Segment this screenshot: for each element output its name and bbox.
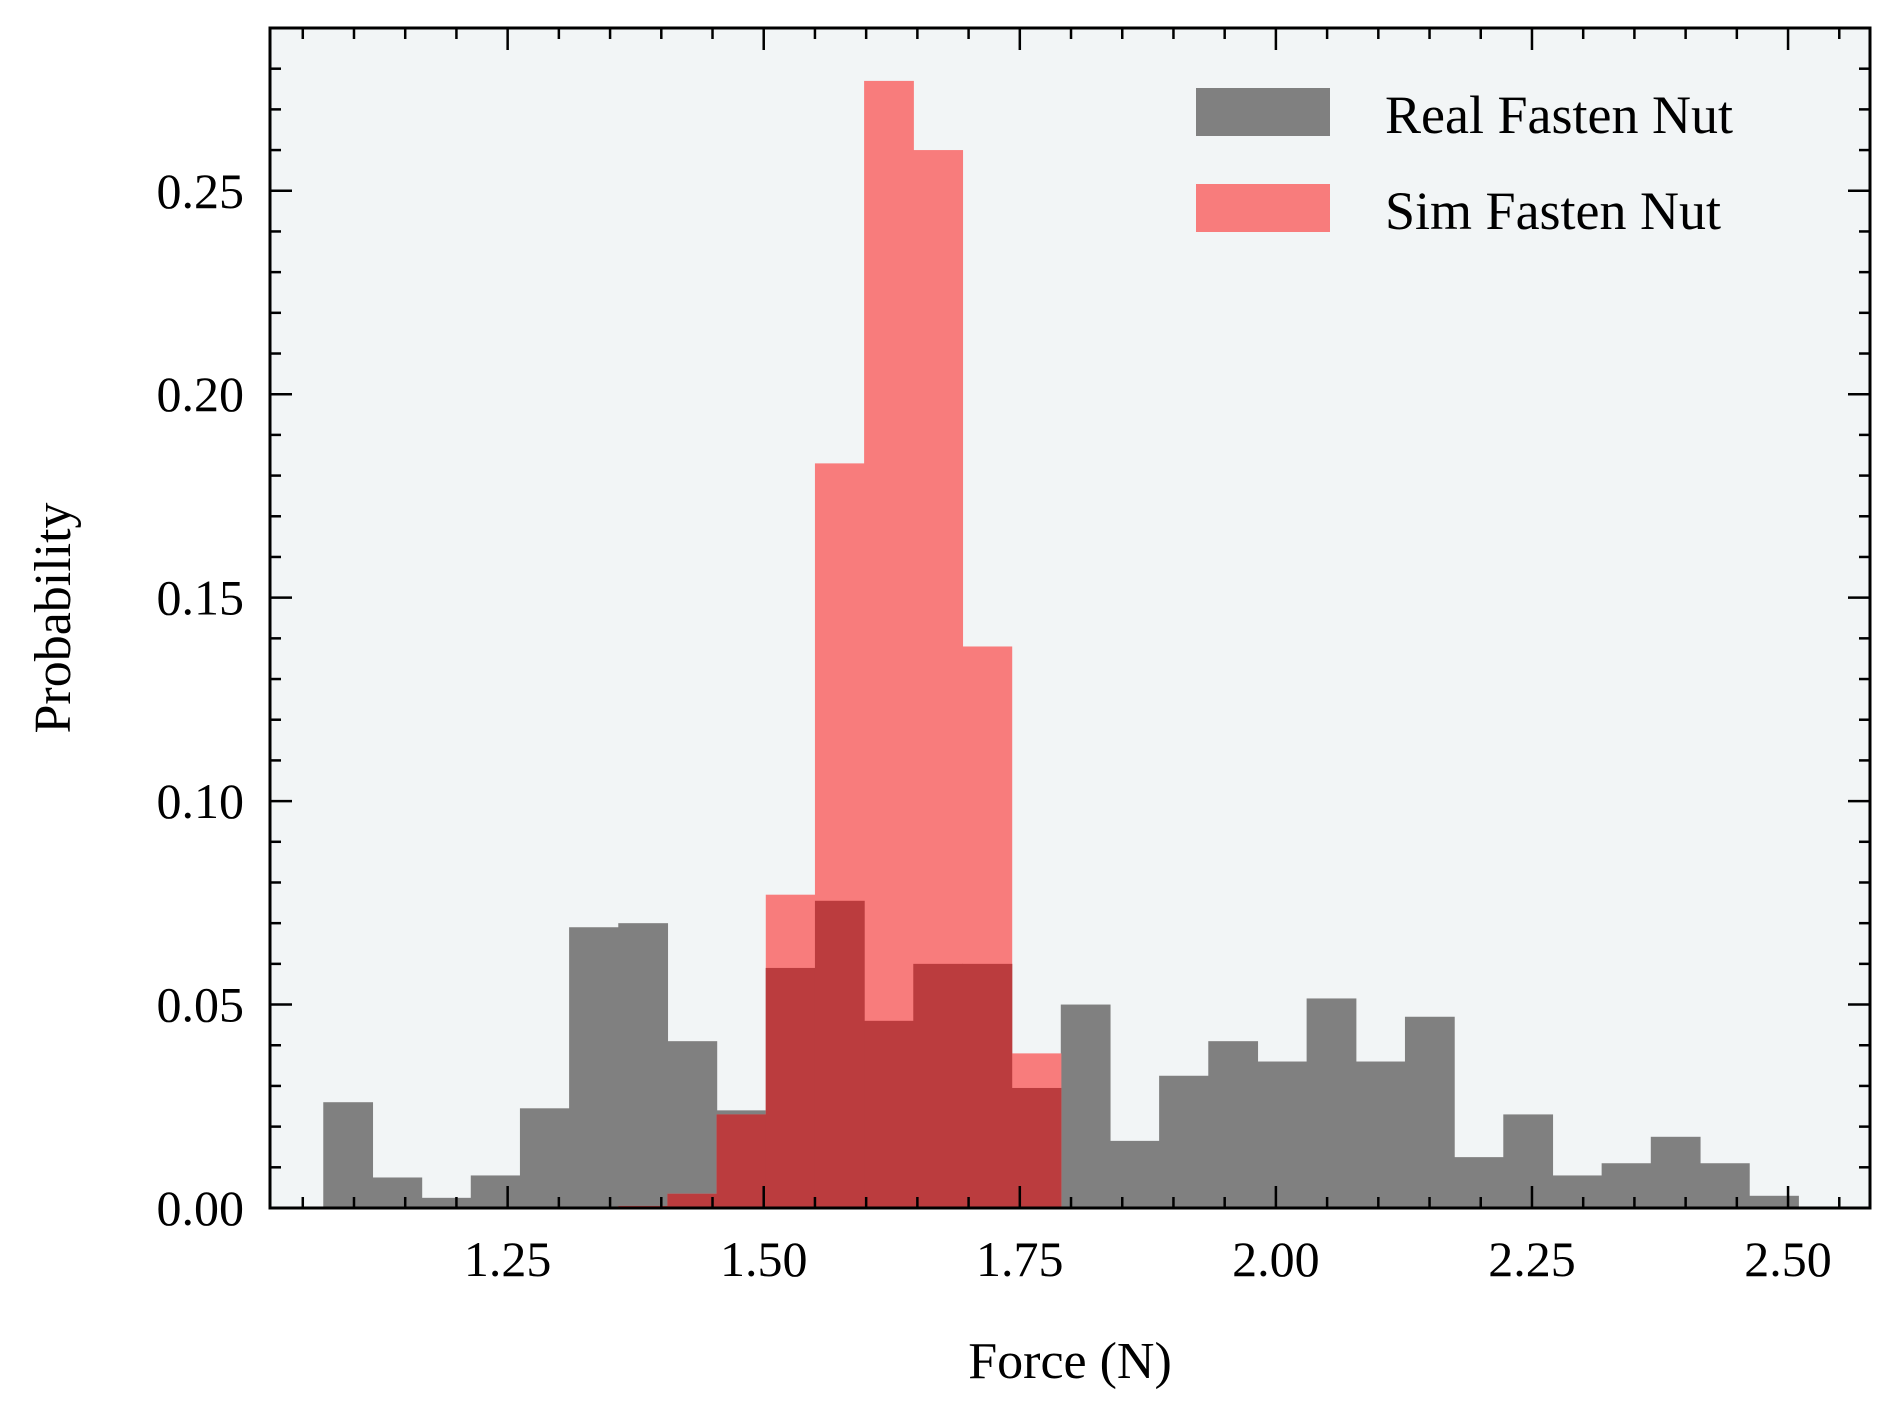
legend-swatch-real: [1196, 88, 1330, 136]
real-bar-7: [667, 1041, 718, 1208]
y-tick-label-4: 0.20: [157, 366, 245, 422]
x-tick-label-1: 1.50: [720, 1231, 808, 1287]
real-bar-19: [1257, 1061, 1308, 1208]
real-bar-28: [1699, 1163, 1750, 1208]
real-bar-26: [1601, 1163, 1652, 1208]
y-tick-label-2: 0.10: [157, 773, 245, 829]
real-bar-5: [569, 927, 619, 1208]
real-bar-3: [470, 1175, 521, 1208]
real-bar-4: [519, 1108, 570, 1208]
real-bar-21: [1355, 1061, 1406, 1208]
real-bar-0: [323, 1102, 374, 1208]
real-bar-25: [1552, 1175, 1603, 1208]
real-bar-6: [618, 923, 669, 1208]
overlap-bars: [618, 900, 1062, 1208]
legend-label-real: Real Fasten Nut: [1385, 85, 1733, 145]
x-tick-label-5: 2.50: [1744, 1231, 1832, 1287]
x-tick-label-4: 2.25: [1488, 1231, 1576, 1287]
real-bar-29: [1749, 1195, 1799, 1208]
legend-label-sim: Sim Fasten Nut: [1385, 181, 1721, 241]
real-bar-2: [421, 1197, 472, 1208]
x-tick-label-3: 2.00: [1232, 1231, 1320, 1287]
y-tick-label-3: 0.15: [157, 570, 245, 626]
real-bar-1: [372, 1177, 423, 1208]
overlap-bar-7: [962, 963, 1013, 1208]
real-bar-24: [1503, 1114, 1554, 1208]
real-bar-22: [1404, 1016, 1455, 1208]
real-bar-20: [1306, 998, 1357, 1208]
x-tick-label-0: 1.25: [464, 1231, 552, 1287]
real-bar-16: [1109, 1140, 1160, 1208]
x-axis-label: Force (N): [968, 1333, 1172, 1390]
y-tick-labels: 0.00 0.05 0.10 0.15 0.20 0.25: [157, 163, 245, 1236]
overlap-bar-5: [864, 1020, 914, 1208]
sim-bar-5: [864, 80, 914, 1208]
real-bar-27: [1650, 1136, 1701, 1208]
y-tick-label-1: 0.05: [157, 977, 245, 1033]
real-bar-17: [1159, 1075, 1209, 1208]
overlap-bar-4: [814, 900, 865, 1208]
y-tick-label-0: 0.00: [157, 1180, 245, 1236]
y-tick-label-5: 0.25: [157, 163, 245, 219]
real-bar-18: [1208, 1041, 1259, 1208]
legend: Real Fasten Nut Sim Fasten Nut: [1196, 85, 1733, 241]
plot-frame: [268, 26, 1872, 1210]
overlap-bar-6: [913, 963, 964, 1208]
real-bar-23: [1454, 1157, 1504, 1208]
legend-swatch-sim: [1196, 184, 1330, 232]
overlap-bar-1: [667, 1193, 718, 1208]
overlap-bar-2: [716, 1114, 767, 1208]
x-tick-labels: 1.25 1.50 1.75 2.00 2.25 2.50: [464, 1231, 1832, 1287]
overlap-bar-3: [765, 967, 816, 1208]
y-axis-label: Probability: [25, 502, 82, 733]
real-bar-15: [1060, 1004, 1111, 1208]
x-tick-label-2: 1.75: [976, 1231, 1064, 1287]
